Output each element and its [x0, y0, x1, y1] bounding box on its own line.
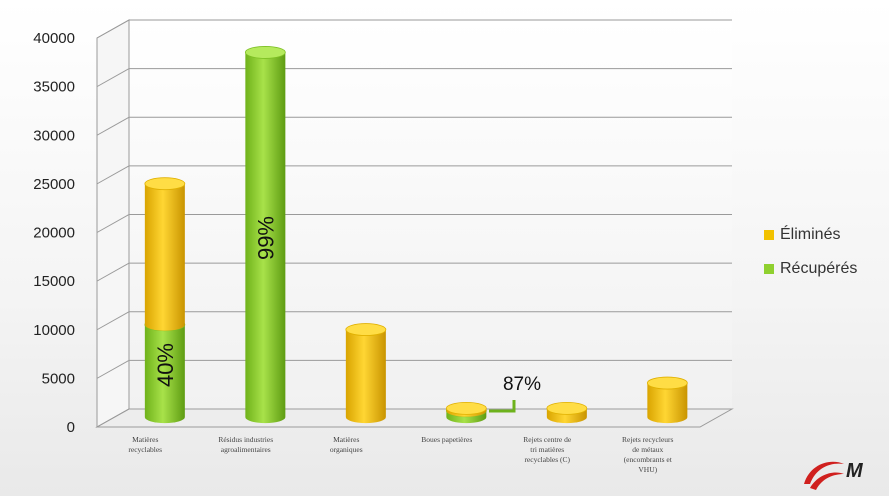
legend-label-recuperes: Récupérés: [780, 260, 858, 277]
x-tick-label: Rejets recycleurs de métaux (encombrants e…: [622, 435, 674, 474]
x-tick-label: Résidus industries agroalimentaires: [218, 435, 273, 454]
bar-top: [646, 376, 688, 390]
logo-text: M: [846, 460, 863, 482]
bar-segment: [546, 401, 588, 424]
bar-top: [345, 323, 387, 336]
bar-segment: [646, 376, 688, 424]
floor: [95, 408, 734, 428]
legend-item-recuperes: Récupérés: [764, 252, 857, 286]
y-tick-label: 25000: [33, 176, 75, 193]
data-label: 40%: [153, 343, 178, 387]
x-tick-label: Matières recyclables: [128, 435, 162, 454]
y-tick-label: 10000: [33, 322, 75, 339]
legend-swatch-elimines: [764, 230, 774, 240]
bar-body: [245, 52, 286, 424]
legend-item-elimines: Éliminés: [764, 218, 857, 252]
bar-segment: [345, 323, 387, 424]
bar-segment: [244, 46, 286, 424]
y-tick-label: 20000: [33, 225, 75, 242]
gridline-depth: [96, 165, 130, 185]
bar-body: [345, 329, 386, 424]
y-tick-label: 30000: [33, 127, 75, 144]
y-tick-label: 5000: [42, 370, 75, 387]
gridline-depth: [96, 408, 130, 428]
gridline-depth: [96, 214, 130, 233]
legend-label-elimines: Éliminés: [780, 226, 841, 243]
gridline-depth: [96, 311, 130, 331]
data-label: 87%: [503, 374, 541, 395]
pointer-arrow-icon: [489, 400, 516, 413]
x-tick-label: Matières organiques: [330, 435, 363, 454]
data-label: 99%: [253, 216, 278, 260]
bar-top: [144, 177, 186, 191]
legend-swatch-recuperes: [764, 264, 774, 274]
bar-top: [445, 401, 487, 415]
gridline-depth: [96, 116, 130, 136]
bar-body: [647, 383, 688, 424]
gridline-depth: [96, 19, 130, 39]
x-tick-label: Boues papetières: [421, 435, 472, 444]
bar-body: [144, 324, 185, 424]
y-tick-label: 15000: [33, 273, 75, 290]
bar-segment: [445, 401, 487, 417]
legend: Éliminés Récupérés: [764, 218, 857, 286]
gridline-depth: [96, 262, 130, 282]
y-tick-label: 40000: [33, 30, 75, 47]
company-logo: M: [800, 454, 889, 496]
gridline-depth: [96, 359, 130, 379]
y-tick-label: 0: [67, 419, 75, 436]
bar-body: [144, 183, 185, 331]
bar-top: [244, 46, 286, 59]
x-tick-label: Rejets centre de tri matières recyclables …: [523, 435, 572, 464]
bar-segment: [144, 177, 186, 331]
gridline-depth: [96, 68, 130, 88]
logo-swoosh-icon: [804, 461, 844, 490]
bar-top: [546, 401, 588, 415]
y-tick-label: 35000: [33, 79, 75, 96]
